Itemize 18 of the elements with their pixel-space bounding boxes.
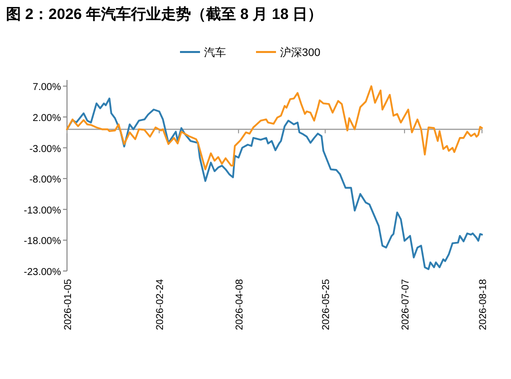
y-tick-label: -3.00% — [29, 144, 62, 155]
y-tick-label: -8.00% — [29, 174, 62, 186]
y-tick-label: -23.00% — [24, 267, 62, 278]
legend-label: 沪深300 — [280, 46, 320, 59]
x-tick-label: 2026-04-08 — [234, 278, 246, 330]
x-tick-label: 2026-01-05 — [63, 278, 74, 330]
x-tick-label: 2026-07-07 — [400, 278, 412, 330]
line-series — [66, 85, 483, 170]
line-series — [66, 98, 483, 270]
y-tick-label: -18.00% — [24, 236, 62, 248]
y-tick-label: -13.00% — [24, 205, 62, 216]
x-tick-label: 2026-02-24 — [155, 278, 166, 330]
y-tick-label: 2.00% — [32, 112, 62, 124]
legend-label: 汽车 — [204, 46, 226, 59]
y-tick-label: 7.00% — [32, 82, 62, 94]
x-tick-label: 2026-05-25 — [321, 278, 332, 330]
chart-title: 图 2：2026 年汽车行业走势（截至 8 月 18 日） — [6, 5, 323, 23]
x-tick-label: 2026-08-18 — [478, 278, 489, 330]
